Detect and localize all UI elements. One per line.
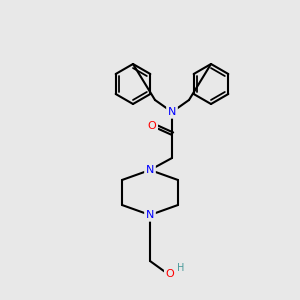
Text: N: N [168,107,176,117]
Text: N: N [146,165,154,175]
Text: O: O [148,121,156,131]
Text: N: N [146,210,154,220]
Text: O: O [166,269,174,279]
Text: H: H [177,263,185,273]
